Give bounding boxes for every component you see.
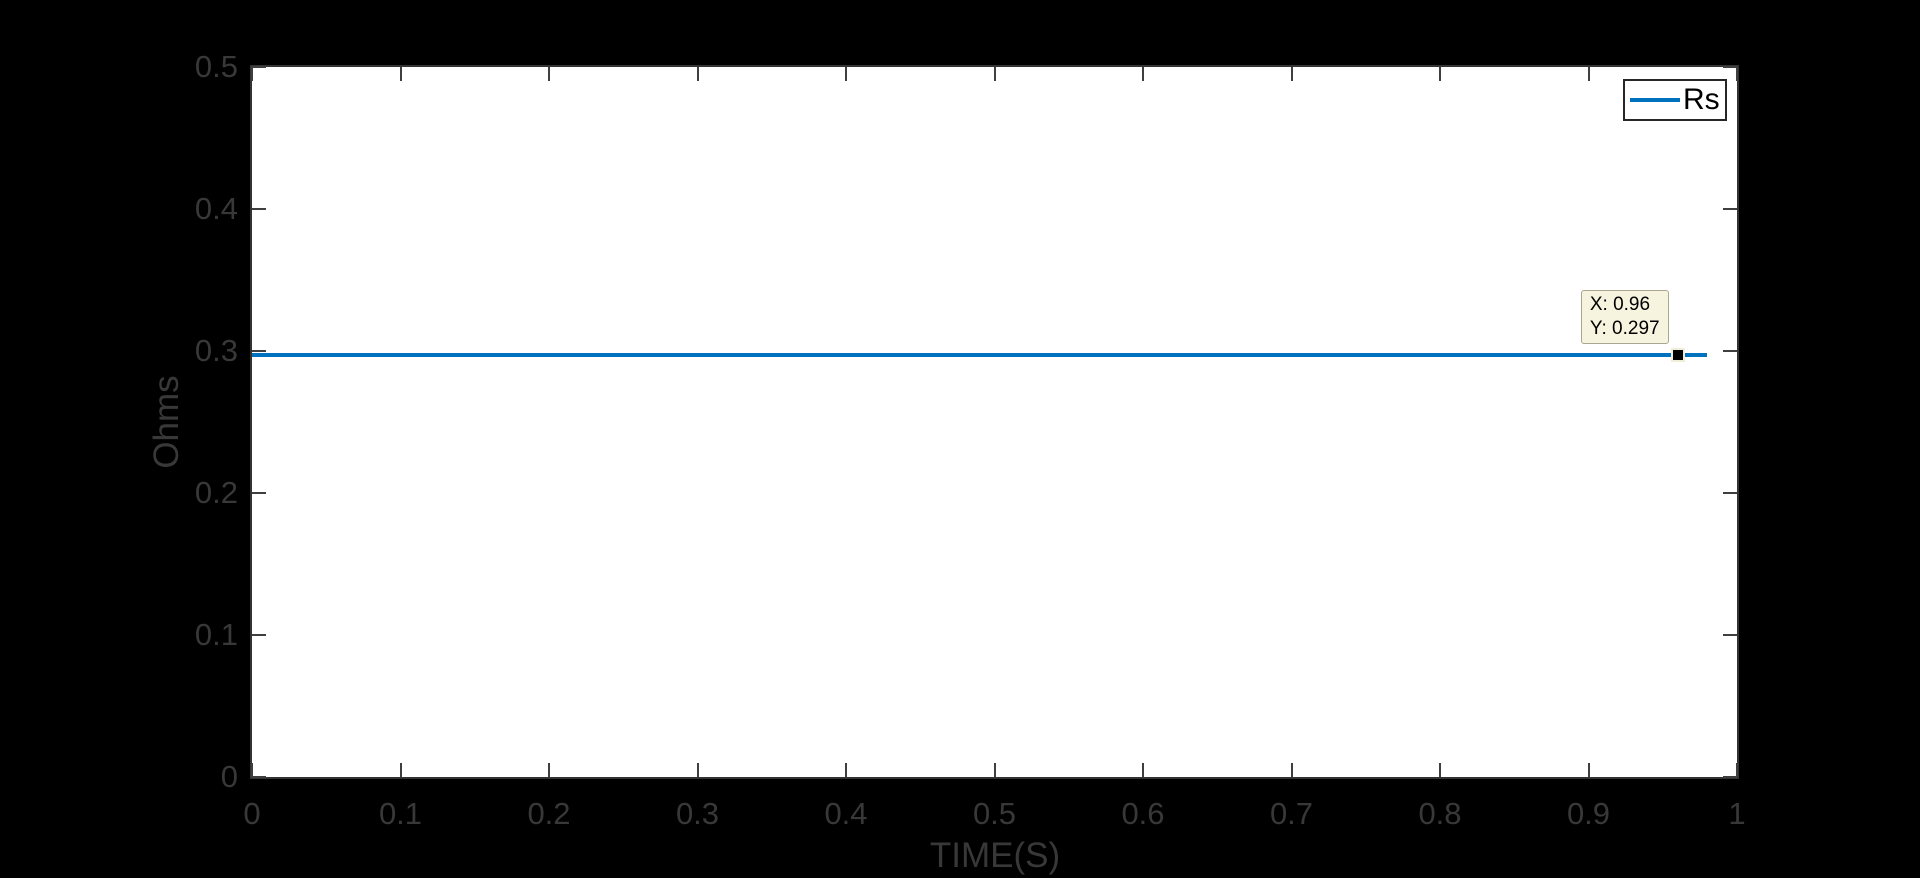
series-line-rs[interactable] — [252, 353, 1708, 358]
x-tick-mark — [1439, 763, 1441, 777]
x-tick-mark-top — [845, 67, 847, 81]
x-tick-mark-top — [696, 67, 699, 81]
y-tick-mark — [252, 208, 266, 210]
datatip[interactable]: X: 0.96 Y: 0.297 — [1580, 290, 1669, 345]
x-tick-mark — [1142, 763, 1144, 777]
x-tick-mark — [1587, 763, 1590, 777]
x-tick-mark — [993, 763, 996, 777]
x-tick-label: 0 — [243, 796, 261, 831]
y-tick-mark-right — [1723, 350, 1737, 352]
x-tick-mark-top — [1587, 67, 1590, 81]
x-tick-label: 0.8 — [1418, 796, 1462, 831]
datatip-x-value: X: 0.96 — [1589, 294, 1651, 316]
legend-line-sample-icon — [1630, 98, 1680, 102]
y-tick-mark-right — [1723, 66, 1737, 68]
legend[interactable]: Rs — [1623, 79, 1727, 121]
y-tick-mark-right — [1723, 776, 1737, 778]
x-tick-mark-top — [548, 67, 550, 81]
x-tick-mark-top — [399, 67, 402, 81]
x-tick-mark — [845, 763, 847, 777]
x-tick-label: 0.1 — [378, 796, 423, 831]
x-tick-label: 0.4 — [824, 796, 868, 831]
y-tick-label: 0 — [220, 759, 238, 794]
x-tick-label: 0.6 — [1121, 796, 1165, 831]
x-tick-mark-top — [1142, 67, 1144, 81]
y-tick-mark — [252, 776, 266, 778]
y-tick-mark — [252, 634, 266, 636]
y-tick-label: 0.3 — [194, 333, 238, 368]
x-tick-label: 1 — [1728, 796, 1746, 831]
x-tick-mark — [1290, 763, 1293, 777]
y-tick-mark — [252, 66, 266, 68]
x-tick-mark — [696, 763, 699, 777]
x-tick-mark — [548, 763, 550, 777]
x-axis-label: TIME(S) — [929, 836, 1061, 875]
y-tick-label: 0.5 — [194, 49, 238, 84]
y-tick-label: 0.2 — [194, 475, 238, 510]
x-tick-label: 0.2 — [527, 796, 571, 831]
x-tick-label: 0.9 — [1566, 796, 1611, 831]
datatip-marker[interactable] — [1670, 348, 1685, 363]
datatip-y-value: Y: 0.297 — [1589, 318, 1660, 340]
x-tick-mark-top — [1439, 67, 1441, 81]
x-tick-mark-top — [1736, 67, 1738, 81]
y-tick-mark-right — [1723, 492, 1737, 494]
y-tick-label: 0.1 — [194, 617, 238, 652]
x-tick-mark — [251, 763, 253, 777]
legend-entry-label: Rs — [1683, 83, 1720, 116]
x-tick-mark-top — [993, 67, 996, 81]
y-axis-label: Ohms — [147, 375, 186, 469]
x-tick-label: 0.5 — [972, 796, 1017, 831]
y-tick-mark — [252, 350, 266, 352]
x-tick-label: 0.7 — [1269, 796, 1314, 831]
plot-area[interactable]: X: 0.96 Y: 0.297 Rs — [250, 65, 1739, 779]
y-tick-mark-right — [1723, 634, 1737, 636]
x-tick-mark-top — [251, 67, 253, 81]
x-tick-mark — [1736, 763, 1738, 777]
x-tick-mark-top — [1290, 67, 1293, 81]
y-tick-label: 0.4 — [194, 191, 238, 226]
x-tick-label: 0.3 — [675, 796, 720, 831]
y-tick-mark-right — [1723, 208, 1737, 210]
y-tick-mark — [252, 492, 266, 494]
x-tick-mark — [399, 763, 402, 777]
